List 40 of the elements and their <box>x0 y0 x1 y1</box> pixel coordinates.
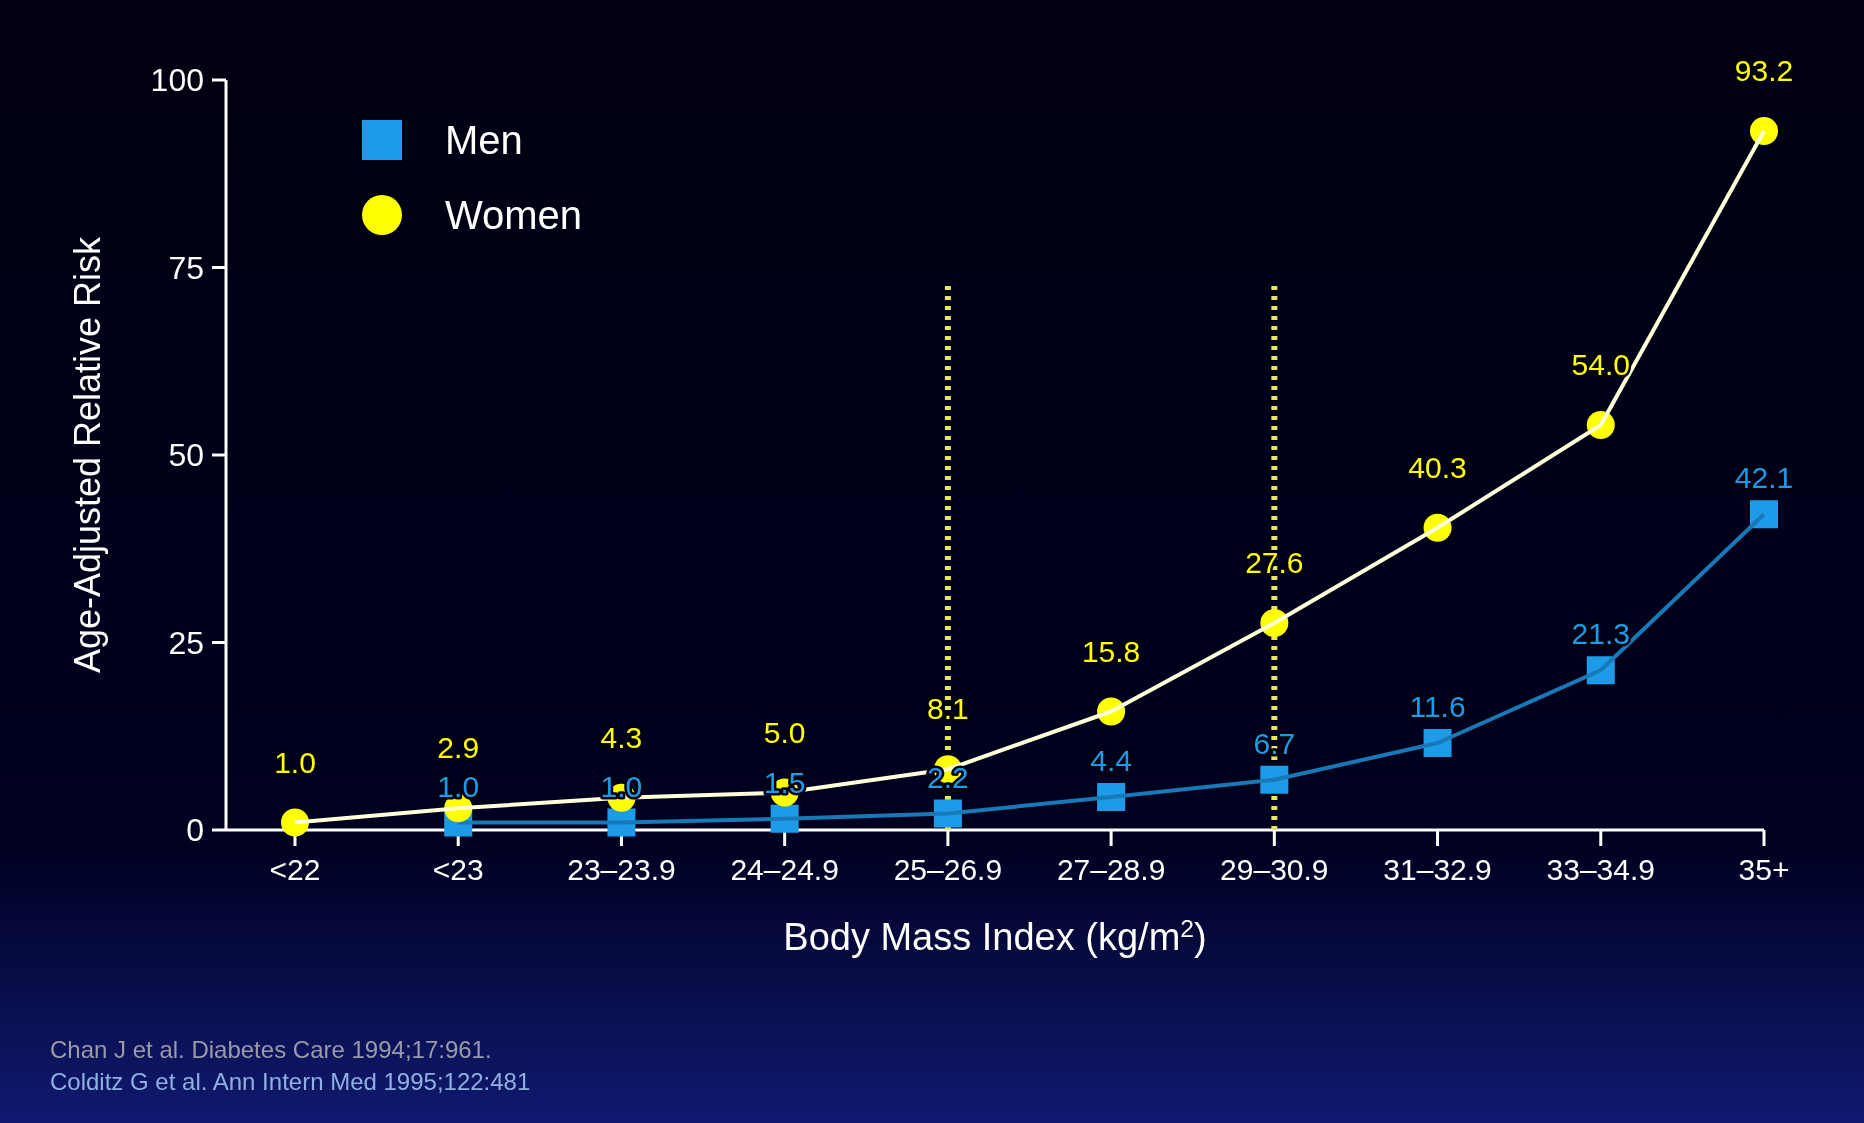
data-label: 42.1 <box>1734 461 1794 495</box>
y-tick-label: 50 <box>168 437 204 474</box>
data-label: 6.7 <box>1253 726 1296 760</box>
y-tick-label: 75 <box>168 249 204 286</box>
data-label: 27.6 <box>1245 546 1304 579</box>
x-tick-label: 33–34.9 <box>1546 853 1655 886</box>
y-tick-label: 25 <box>168 624 204 661</box>
point <box>281 808 309 837</box>
data-label: 2.9 <box>437 731 480 765</box>
x-tick-label: <22 <box>269 853 321 886</box>
point <box>1750 117 1778 145</box>
data-label: 40.3 <box>1408 450 1467 484</box>
legend-label: Men <box>445 118 523 162</box>
data-label: 15.8 <box>1081 634 1141 668</box>
data-label: 1.0 <box>437 769 480 803</box>
data-label: 4.3 <box>600 720 643 754</box>
x-tick-label: 31–32.9 <box>1383 853 1492 886</box>
data-label: 21.3 <box>1571 617 1630 651</box>
point <box>1750 500 1778 529</box>
data-label: 8.1 <box>927 692 969 726</box>
data-label: 54.0 <box>1571 348 1630 381</box>
y-tick-label: 100 <box>150 62 204 99</box>
data-label: 93.2 <box>1734 54 1794 87</box>
data-label: 5.0 <box>763 715 806 749</box>
text: Colditz G et al. Ann Intern Med 1995;122:481 <box>50 1068 531 1095</box>
x-tick-label: 29–30.9 <box>1220 853 1329 886</box>
x-tick-label: 27–28.9 <box>1056 853 1166 886</box>
x-axis-title: Body Mass Index (kg/m$^{2}$) <box>783 914 1207 958</box>
x-tick-label: <23 <box>432 853 484 886</box>
data-label: 11.6 <box>1409 690 1466 723</box>
text: Chan J et al. Diabetes Care 1994;17:961. <box>50 1036 492 1063</box>
legend-label: Women <box>445 193 583 237</box>
y-axis-title: Age-Adjusted Relative Risk <box>67 235 108 674</box>
x-tick-label: 35+ <box>1738 853 1790 886</box>
x-tick-label: 23–23.9 <box>567 853 676 886</box>
data-label: 4.4 <box>1090 744 1132 777</box>
x-tick-label: 25–26.9 <box>893 853 1003 886</box>
data-label: 1.0 <box>274 745 316 779</box>
y-tick-label: 0 <box>186 812 204 849</box>
x-tick-label: 24–24.9 <box>730 853 839 886</box>
